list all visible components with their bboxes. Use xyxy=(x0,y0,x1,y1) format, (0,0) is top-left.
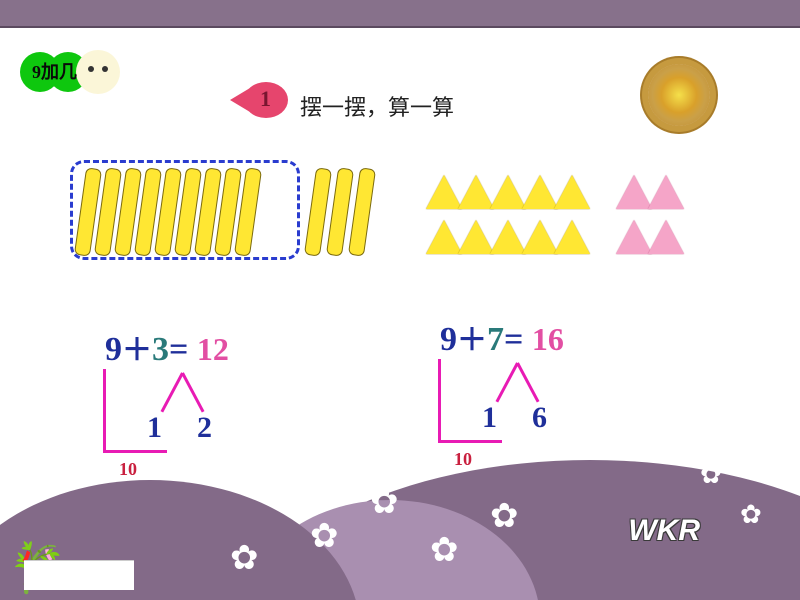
triangle-row-yellow-2 xyxy=(430,220,590,254)
leaf-icon: ✿ xyxy=(740,500,762,530)
leaf-icon: ✿ xyxy=(310,516,339,556)
sun-medallion-icon xyxy=(648,64,710,126)
top-border xyxy=(0,0,800,28)
leaf-icon: ✿ xyxy=(700,460,722,490)
leaf-icon: ✿ xyxy=(230,538,259,578)
operand-b: 7 xyxy=(487,321,504,358)
triangle-yellow-icon xyxy=(490,220,526,254)
logo-text: WKR xyxy=(628,514,700,547)
leaf-icon: ✿ xyxy=(430,530,459,570)
equation-line: 9＋3= 12 xyxy=(105,325,241,369)
triangle-row-yellow-1 xyxy=(430,175,590,209)
sticks-inside-group xyxy=(78,168,256,256)
triangle-yellow-icon xyxy=(554,220,590,254)
answer: 16 xyxy=(532,321,564,357)
triangle-yellow-icon xyxy=(522,175,558,209)
footer-plate xyxy=(24,560,134,590)
triangle-pink-icon xyxy=(648,220,684,254)
eye-icon xyxy=(88,66,94,72)
equals-sign: = xyxy=(169,331,188,368)
caterpillar-head xyxy=(76,50,120,94)
triangle-pink-icon xyxy=(648,175,684,209)
triangle-yellow-icon xyxy=(490,175,526,209)
operator: ＋ xyxy=(122,334,152,367)
equation-line: 9＋7= 16 xyxy=(440,315,576,359)
leaf-icon: ✿ xyxy=(490,496,519,536)
triangle-row-pink-1 xyxy=(620,175,684,209)
logo: WKR xyxy=(628,514,700,548)
operand-b: 3 xyxy=(152,331,169,368)
split-line-icon xyxy=(161,372,184,412)
split-line-icon xyxy=(181,372,204,412)
leaf-icon: ✿ xyxy=(370,482,399,522)
operand-a: 9 xyxy=(105,331,122,368)
triangle-yellow-icon xyxy=(522,220,558,254)
triangle-yellow-icon xyxy=(458,175,494,209)
triangle-pink-icon xyxy=(616,175,652,209)
triangle-row-pink-2 xyxy=(620,220,684,254)
operand-a: 9 xyxy=(440,321,457,358)
triangle-yellow-icon xyxy=(458,220,494,254)
exercise-title: 摆一摆，算一算 xyxy=(300,90,454,122)
triangle-yellow-icon xyxy=(426,220,462,254)
equals-sign: = xyxy=(504,321,523,358)
answer: 12 xyxy=(197,331,229,367)
eye-icon xyxy=(102,66,108,72)
triangle-pink-icon xyxy=(616,220,652,254)
number-split: 1 6 xyxy=(486,363,576,423)
lesson-badge-label: 9加几 xyxy=(32,58,77,84)
equation-right: 9＋7= 16 1 6 10 xyxy=(440,315,576,423)
exercise-number: 1 xyxy=(260,86,271,112)
split-line-icon xyxy=(516,362,539,402)
operator: ＋ xyxy=(457,324,487,357)
triangle-yellow-icon xyxy=(554,175,590,209)
equation-left: 9＋3= 12 1 2 10 xyxy=(105,325,241,433)
triangle-yellow-icon xyxy=(426,175,462,209)
sticks-outside-group xyxy=(308,168,370,256)
split-line-icon xyxy=(496,362,519,402)
